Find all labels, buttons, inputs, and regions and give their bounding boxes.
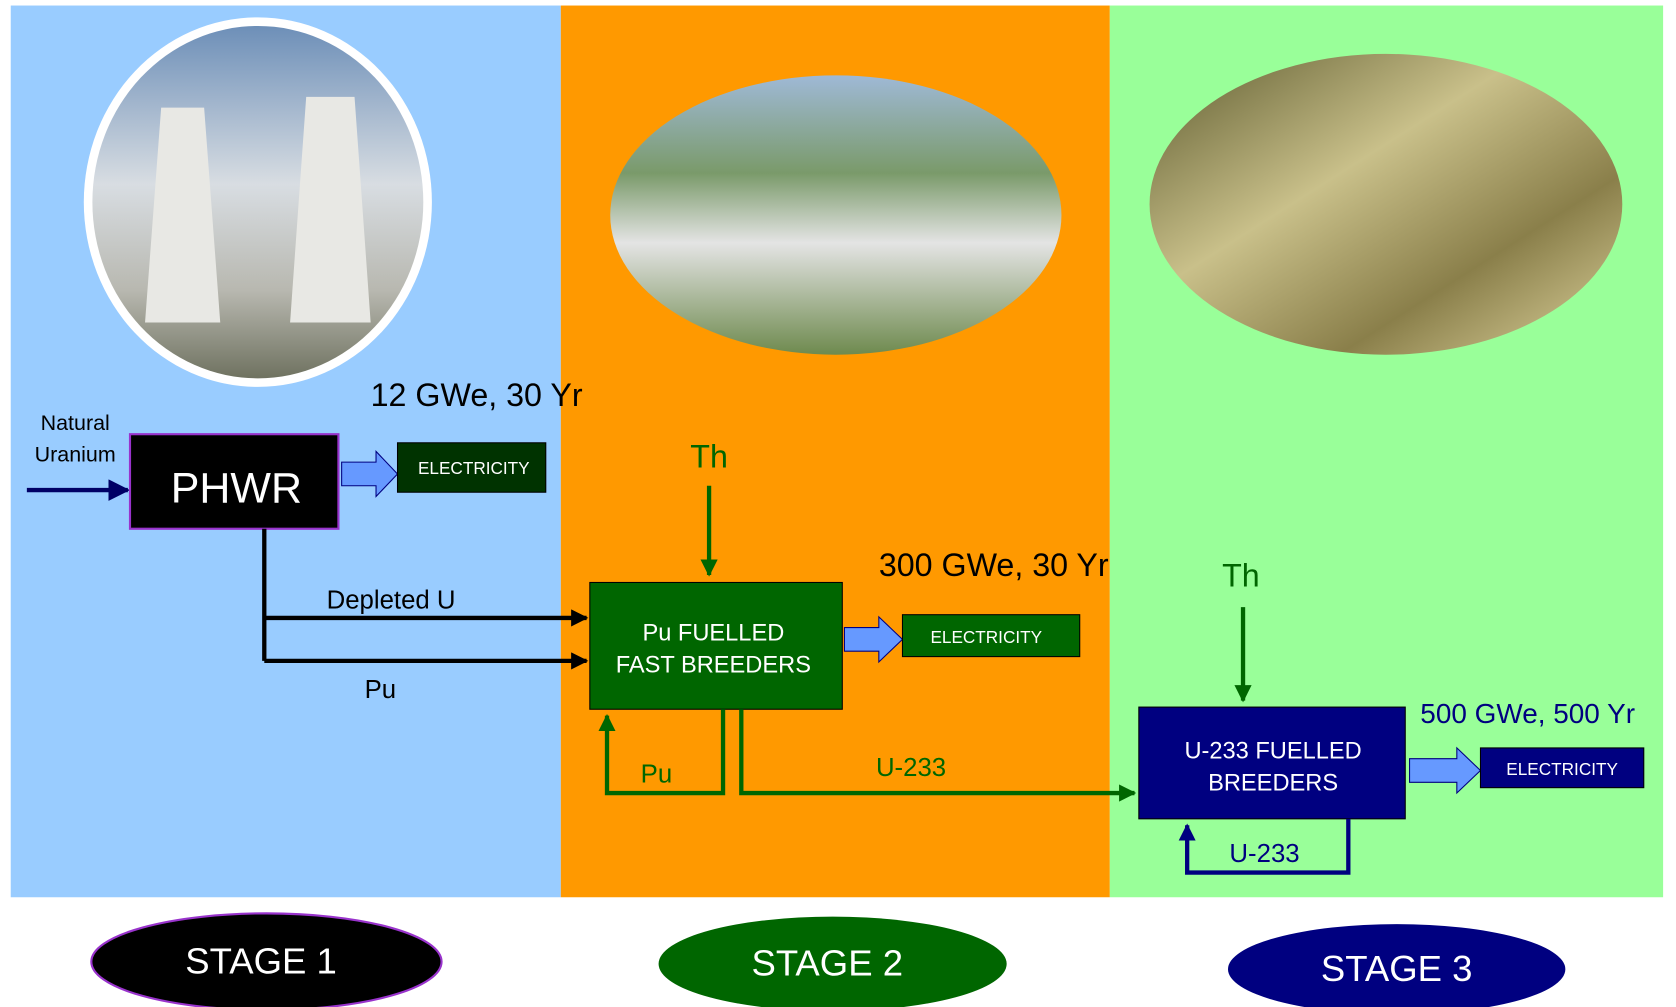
reactor-box [1138,706,1406,820]
stage-label: STAGE 2 [751,943,903,984]
electricity-label: ELECTRICITY [1506,759,1618,779]
phwr-photo [92,25,424,379]
input-label: Natural [41,411,110,435]
arrow [1178,818,1351,875]
output-label: 12 GWe, 30 Yr [371,377,583,413]
flow-label: U-233 [876,754,946,782]
reactor-label: Pu FUELLED [642,620,784,646]
input-label: Th [1222,558,1260,594]
electricity-label: ELECTRICITY [418,458,530,478]
arrow [598,709,726,796]
block-arrow [1409,746,1482,795]
stage-label: STAGE 1 [185,941,337,982]
flow-label: Pu [641,761,673,789]
reactor-label: U-233 FUELLED [1184,738,1361,764]
fbr-photo [610,75,1062,355]
input-label: Uranium [35,442,116,466]
electricity-box [901,614,1081,658]
stage-badge [90,912,443,1007]
stage-label: STAGE 3 [1321,948,1473,989]
block-arrow [341,450,399,498]
reactor-label: BREEDERS [1208,771,1338,797]
reactor-box [589,581,843,710]
input-label: Th [690,438,728,474]
block-arrow [843,615,904,664]
flow-label: Pu [365,676,397,704]
flow-label: U-233 [1229,840,1299,868]
reactor-label: FAST BREEDERS [616,652,811,678]
electricity-box [396,442,547,493]
flow-label: Depleted U [327,587,456,615]
electricity-label: ELECTRICITY [930,627,1042,647]
stage-badge [658,916,1007,1007]
reactor-photo [1149,53,1623,355]
output-label: 500 GWe, 500 Yr [1420,698,1635,729]
electricity-box [1479,747,1645,789]
reactor-label: PHWR [171,464,302,512]
arrow [739,709,1137,802]
stage-badge [1228,924,1566,1007]
output-label: 300 GWe, 30 Yr [879,547,1109,583]
cooling-towers [145,96,371,323]
reactor-box [128,433,340,530]
